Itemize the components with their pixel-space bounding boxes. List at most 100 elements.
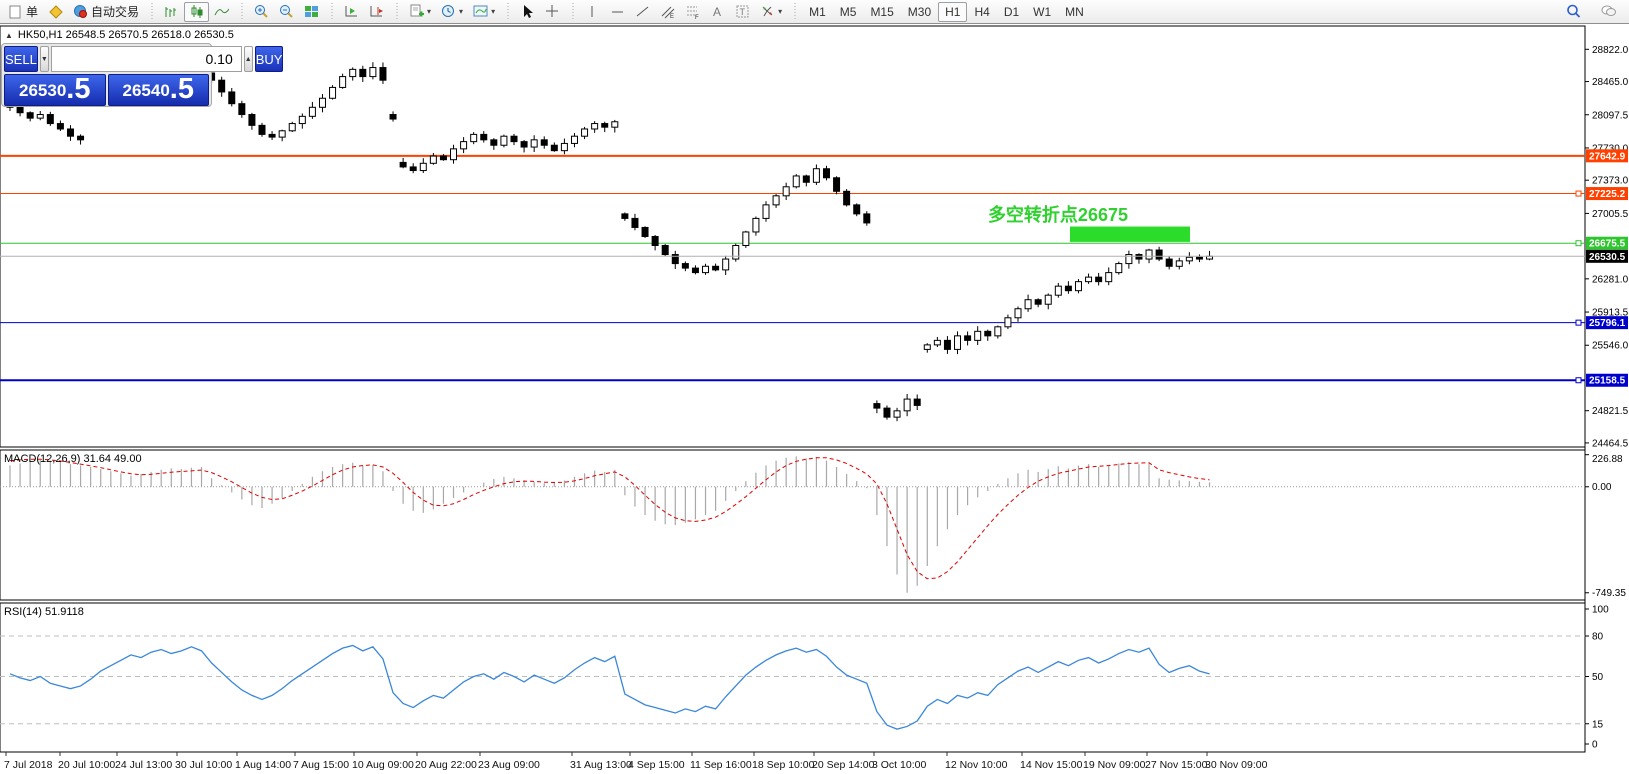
auto-scroll-icon (345, 6, 358, 17)
sell-price-main: 26530 (19, 81, 67, 100)
new-order-icon (9, 5, 21, 19)
lot-decrease-button[interactable]: ▼ (39, 46, 49, 72)
bars-icon (165, 7, 177, 17)
svg-text:10 Aug 09:00: 10 Aug 09:00 (352, 759, 414, 771)
macd-signal-line (9, 457, 1210, 580)
new-order-button[interactable]: 单 (3, 2, 43, 22)
timeframe-h4-button[interactable]: H4 (974, 4, 990, 19)
indicators-button[interactable]: ▾ (404, 2, 436, 22)
crosshair-icon (546, 5, 559, 17)
zoom-in-button[interactable] (249, 2, 274, 22)
dropdown-caret-icon[interactable]: ▾ (459, 7, 464, 16)
svg-text:0.00: 0.00 (1592, 482, 1612, 493)
lot-size-input[interactable] (50, 46, 242, 72)
horizontal-line-objects[interactable]: 27642.9 27225.2 26675.5 25796.1 25158.5 (0, 149, 1628, 387)
autotrading-button[interactable]: 自动交易 (68, 2, 144, 22)
crosshair-button[interactable] (540, 2, 565, 22)
line-handle[interactable] (1575, 240, 1582, 247)
horizontal-line-button[interactable] (605, 2, 630, 22)
sell-price-display[interactable]: 26530.5 (4, 74, 106, 106)
buy-price-display[interactable]: 26540.5 (107, 74, 209, 106)
line-price-label (1586, 316, 1628, 330)
search-button[interactable] (1561, 2, 1586, 22)
zoom-in-icon (255, 5, 268, 18)
svg-text:27225.2: 27225.2 (1589, 189, 1626, 200)
channel-button[interactable]: E (655, 2, 680, 22)
svg-text:27642.9: 27642.9 (1589, 151, 1626, 162)
timeframe-w1-button[interactable]: W1 (1033, 4, 1052, 19)
cursor-icon (524, 5, 534, 18)
text-button[interactable]: A (705, 2, 730, 22)
svg-text:25546.0: 25546.0 (1592, 341, 1629, 352)
label-button[interactable]: T (730, 2, 755, 22)
chart-shift-button[interactable] (364, 2, 389, 22)
svg-text:18 Sep 10:00: 18 Sep 10:00 (752, 759, 815, 771)
svg-text:12 Nov 10:00: 12 Nov 10:00 (945, 759, 1008, 771)
hline-icon (612, 11, 624, 13)
fibonacci-button[interactable]: F (680, 2, 705, 22)
search-icon (1567, 4, 1581, 18)
sell-button[interactable]: SELL (4, 46, 38, 72)
line-chart-button[interactable] (209, 2, 234, 22)
line-handle[interactable] (1575, 319, 1582, 326)
bar-chart-button[interactable] (159, 2, 184, 22)
timeframe-m1-button[interactable]: M1 (809, 4, 826, 19)
svg-text:30 Jul 10:00: 30 Jul 10:00 (175, 759, 232, 771)
timeframe-mn-button[interactable]: MN (1065, 4, 1084, 19)
zoom-out-button[interactable] (274, 2, 299, 22)
chat-button[interactable] (1596, 2, 1621, 22)
timeframe-m5-button[interactable]: M5 (839, 4, 857, 19)
linechart-icon (214, 8, 230, 16)
dropdown-caret-icon[interactable]: ▾ (778, 7, 783, 16)
svg-text:24464.5: 24464.5 (1592, 438, 1629, 449)
svg-text:25913.5: 25913.5 (1592, 308, 1629, 319)
main-chart-panel[interactable] (0, 25, 1586, 448)
template-icon (473, 5, 488, 17)
candles-icon (191, 5, 203, 18)
rsi-panel[interactable] (0, 602, 1586, 753)
svg-text:7 Aug 15:00: 7 Aug 15:00 (293, 759, 349, 771)
history-center-button[interactable] (43, 2, 68, 22)
line-handle[interactable] (1575, 377, 1582, 384)
timeframe-m30-button[interactable]: M30 (907, 4, 932, 19)
rsi-title: RSI(14) 51.9118 (4, 606, 84, 618)
vertical-line-button[interactable] (580, 2, 605, 22)
tile-windows-button[interactable] (299, 2, 324, 22)
trendline-button[interactable] (630, 2, 655, 22)
text-t-icon: T (736, 5, 749, 18)
lot-increase-button[interactable]: ▲ (243, 46, 253, 72)
current-price-label (1586, 249, 1628, 263)
auto-scroll-button[interactable] (339, 2, 364, 22)
rsi-indicator: 100 80 50 15 0 RSI(14) 51.9118 (0, 605, 1609, 751)
timeframe-d1-button[interactable]: D1 (1003, 4, 1020, 19)
templates-button[interactable]: ▾ (468, 2, 500, 22)
buy-button[interactable]: BUY (254, 46, 284, 72)
line-price-label (1586, 149, 1628, 163)
line-handle[interactable] (1575, 190, 1582, 197)
turning-point-annotation[interactable]: 多空转折点26675 (988, 204, 1128, 225)
shapes-button[interactable]: ▾ (755, 2, 787, 22)
chart-area[interactable]: 28822.0 28465.0 28097.5 27730.0 27373.0 27005… (0, 24, 1629, 774)
price-axis[interactable]: 28822.0 28465.0 28097.5 27730.0 27373.0 27005… (1585, 45, 1629, 450)
timeframe-m15-button[interactable]: M15 (870, 4, 894, 19)
dropdown-caret-icon[interactable]: ▾ (427, 7, 432, 16)
periods-button[interactable]: ▾ (436, 2, 468, 22)
svg-text:226.88: 226.88 (1592, 454, 1623, 465)
collapse-arrow-icon[interactable]: ▲ (5, 30, 13, 40)
svg-text:25158.5: 25158.5 (1589, 376, 1626, 387)
clock-icon (442, 5, 455, 17)
svg-text:20 Aug 22:00: 20 Aug 22:00 (415, 759, 477, 771)
dropdown-caret-icon[interactable]: ▾ (491, 7, 496, 16)
toolbar-separator (329, 2, 335, 21)
timeframe-h1-button[interactable]: H1 (938, 1, 968, 22)
toolbar-separator (505, 2, 511, 21)
svg-text:27373.0: 27373.0 (1592, 176, 1629, 187)
turning-point-rectangle[interactable] (1070, 226, 1190, 242)
time-axis[interactable]: 7 Jul 2018 20 Jul 10:00 24 Jul 13:00 30 Jul… (4, 752, 1268, 771)
svg-text:31 Aug 13:00: 31 Aug 13:00 (570, 759, 632, 771)
macd-panel[interactable] (0, 449, 1586, 601)
svg-text:E: E (670, 14, 674, 19)
candlestick-button[interactable] (184, 1, 210, 22)
cursor-button[interactable] (515, 2, 540, 22)
